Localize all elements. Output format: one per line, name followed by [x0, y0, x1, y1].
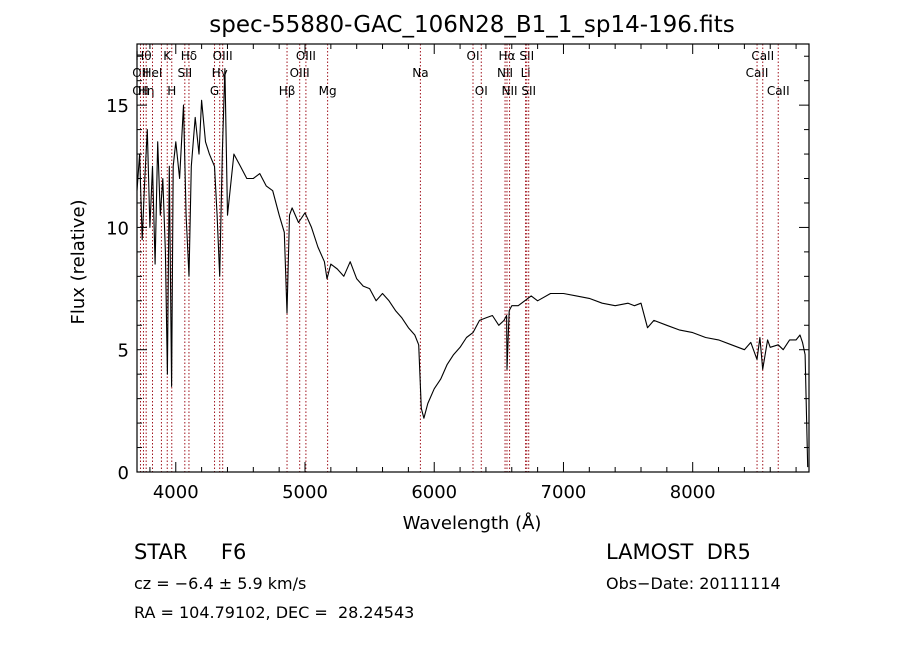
survey-name: LAMOST DR5 [606, 540, 751, 564]
line-marker-label: OI [475, 84, 488, 98]
line-marker-label: H [167, 84, 176, 98]
x-tick-label: 8000 [670, 482, 716, 503]
line-marker-label: SII [519, 49, 534, 63]
y-tick-label: 0 [118, 463, 129, 484]
line-marker-label: Hη [138, 84, 155, 98]
line-marker-label: OII [132, 84, 149, 98]
plot-frame [136, 43, 810, 473]
line-marker-label: Li [521, 66, 531, 80]
object-class: STAR F6 [134, 540, 247, 564]
line-marker-label: K [163, 49, 172, 63]
line-marker-label: SII [177, 66, 192, 80]
chart-title: spec-55880-GAC_106N28_B1_1_sp14-196.fits [209, 12, 734, 38]
line-marker-label: OIII [290, 66, 310, 80]
line-marker-label: G [210, 84, 219, 98]
line-marker-label: CaII [767, 84, 790, 98]
line-marker-label: NII [497, 66, 513, 80]
y-axis-label: Flux (relative) [68, 199, 89, 324]
spectrum-line [136, 67, 809, 468]
line-marker-label: NII [502, 84, 518, 98]
line-markers: OIIOIIHθHηHeIKHSIIHδGHγOIIIHβOIIIOIIIMgN… [132, 44, 790, 472]
x-tick-label: 7000 [541, 482, 587, 503]
x-tick-label: 5000 [282, 482, 328, 503]
line-marker-label: CaII [746, 66, 769, 80]
line-marker-label: Hα [499, 49, 516, 63]
line-marker-label: OIII [296, 49, 316, 63]
observation-date: Obs−Date: 20111114 [606, 574, 781, 593]
coordinates: RA = 104.79102, DEC = 28.24543 [134, 603, 415, 622]
line-marker-label: CaII [751, 49, 774, 63]
line-marker-label: Hδ [181, 49, 197, 63]
line-marker-label: OIII [213, 49, 233, 63]
x-tick-label: 6000 [411, 482, 457, 503]
line-marker-label: Hθ [135, 49, 151, 63]
line-marker-label: Hβ [279, 84, 296, 98]
line-marker-label: HeI [143, 66, 163, 80]
y-tick-label: 5 [118, 341, 129, 362]
spectrum-series [136, 67, 809, 468]
line-marker-label: SII [521, 84, 536, 98]
x-tick-label: 4000 [153, 482, 199, 503]
axes: 4000 5000 6000 7000 8000 0 5 10 15 [106, 44, 809, 503]
redshift-velocity: cz = −6.4 ± 5.9 km/s [134, 574, 307, 593]
line-marker-label: Hγ [212, 66, 228, 80]
line-marker-label: Na [412, 66, 428, 80]
line-marker-label: OI [467, 49, 480, 63]
y-tick-label: 10 [106, 218, 129, 239]
line-marker-label: Mg [319, 84, 337, 98]
y-tick-label: 15 [106, 96, 129, 117]
x-axis-label: Wavelength (Å) [403, 512, 542, 534]
